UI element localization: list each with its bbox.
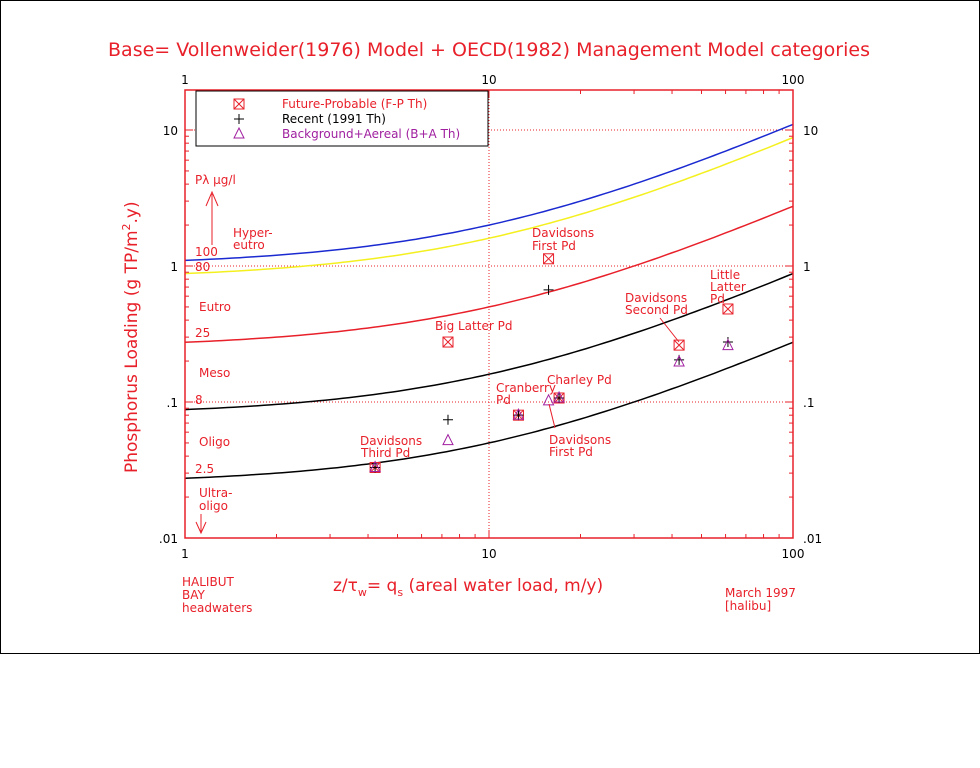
future-probable-marker bbox=[722, 303, 734, 315]
chart-title: Base= Vollenweider(1976) Model + OECD(19… bbox=[108, 39, 870, 61]
background-marker bbox=[722, 338, 734, 351]
annotation-davidsons-first-bottom: Davidsons bbox=[549, 433, 611, 447]
curve-label-2.5: 2.5 bbox=[195, 462, 214, 476]
future-probable-marker bbox=[233, 98, 245, 110]
curve-p-2.5 bbox=[184, 341, 794, 480]
site-name: HALIBUT bbox=[182, 575, 234, 589]
data-points bbox=[369, 253, 734, 473]
annotation-little-latter: Little bbox=[710, 268, 740, 282]
legend-label: Future-Probable (F-P Th) bbox=[282, 97, 427, 111]
x-tick-label: 10 bbox=[481, 547, 496, 561]
arrow-down-icon bbox=[195, 521, 207, 535]
arrow-up-icon bbox=[205, 190, 219, 207]
annotation-davidsons-second: Davidsons bbox=[625, 291, 687, 305]
y-right-tick-label: .01 bbox=[803, 532, 822, 546]
curve-label-8: 8 bbox=[195, 393, 203, 407]
annotation-cranberry: Cranberry bbox=[496, 381, 556, 395]
zone-eutro: Eutro bbox=[199, 300, 231, 314]
annotation-davidsons-third: Third Pd bbox=[360, 446, 410, 460]
y-right-tick-label: 10 bbox=[803, 124, 818, 138]
legend-label: Background+Aereal (B+A Th) bbox=[282, 127, 460, 141]
legend-label: Recent (1991 Th) bbox=[282, 112, 386, 126]
site-name: BAY bbox=[182, 588, 206, 602]
annotation-little-latter: Latter bbox=[710, 280, 746, 294]
p-unit-label: Pλ µg/l bbox=[195, 173, 236, 187]
site-name: headwaters bbox=[182, 601, 252, 615]
annotation-big-latter: Big Latter Pd bbox=[435, 319, 512, 333]
annotation-davidsons-third: Davidsons bbox=[360, 434, 422, 448]
curve-p-25 bbox=[184, 205, 794, 344]
y-tick-label: 10 bbox=[163, 124, 178, 138]
annotation-little-latter: Pd bbox=[710, 292, 725, 306]
axes bbox=[184, 89, 794, 539]
x-top-tick-label: 100 bbox=[782, 73, 805, 87]
zone-meso: Meso bbox=[199, 366, 230, 380]
y-right-tick-label: .1 bbox=[803, 396, 814, 410]
recent-marker bbox=[543, 284, 554, 295]
zone-ultraoligo: Ultra- bbox=[199, 486, 232, 500]
annotation-davidsons-first: Davidsons bbox=[532, 226, 594, 240]
leader-line bbox=[548, 403, 556, 429]
zone-hypereutro: eutro bbox=[233, 238, 265, 252]
chart-date: March 1997 bbox=[725, 586, 796, 600]
background-marker bbox=[512, 408, 525, 420]
background-marker bbox=[673, 354, 685, 367]
plot-frame bbox=[184, 89, 794, 539]
future-probable-marker bbox=[543, 253, 554, 265]
y-tick-label: 1 bbox=[170, 260, 178, 274]
background-marker bbox=[442, 433, 454, 446]
y-tick-label: .01 bbox=[159, 532, 178, 546]
footer: HALIBUT BAY headwaters March 1997 [halib… bbox=[182, 575, 796, 615]
trophic-zone-labels: Pλ µg/l Hyper- eutro 100 80 Eutro 25 Mes… bbox=[195, 173, 273, 535]
recent-marker bbox=[234, 114, 244, 124]
x-axis-label: z/τw= qs (areal water load, m/y) bbox=[333, 576, 603, 599]
y-right-tick-label: 1 bbox=[803, 260, 811, 274]
x-top-tick-label: 1 bbox=[181, 73, 189, 87]
annotation-davidsons-second: Second Pd bbox=[625, 303, 688, 317]
zone-ultraoligo: oligo bbox=[199, 499, 228, 513]
leader-line bbox=[659, 317, 680, 343]
future-probable-marker bbox=[442, 336, 454, 348]
model-curves bbox=[184, 123, 794, 480]
site-annotations: Davidsons First Pd Little Latter Pd Davi… bbox=[360, 226, 746, 460]
background-marker bbox=[542, 393, 555, 406]
annotation-charley: Charley Pd bbox=[547, 373, 612, 387]
x-tick-label: 100 bbox=[782, 547, 805, 561]
y-axis-label: Phosphorus Loading (g TP/m2.y) bbox=[120, 201, 142, 473]
x-tick-label: 1 bbox=[181, 547, 189, 561]
chart-code: [halibu] bbox=[725, 599, 771, 613]
annotation-cranberry: Pd bbox=[496, 393, 511, 407]
background-marker bbox=[369, 460, 381, 472]
zone-oligo: Oligo bbox=[199, 435, 230, 449]
future-probable-marker bbox=[442, 336, 454, 348]
curve-label-100: 100 bbox=[195, 245, 218, 259]
zone-hypereutro: Hyper- bbox=[233, 226, 273, 240]
future-probable-marker bbox=[543, 253, 555, 265]
future-probable-marker bbox=[673, 339, 685, 351]
gridlines bbox=[185, 90, 793, 538]
curve-p-8 bbox=[184, 272, 794, 411]
future-probable-marker bbox=[233, 98, 245, 110]
annotation-davidsons-first-bottom: First Pd bbox=[549, 445, 593, 459]
curve-p-100 bbox=[184, 123, 794, 262]
curve-label-25: 25 bbox=[195, 326, 210, 340]
future-probable-marker bbox=[722, 303, 734, 315]
curve-p-80 bbox=[184, 136, 794, 275]
y-tick-label: .1 bbox=[167, 396, 178, 410]
future-probable-marker bbox=[673, 339, 685, 351]
legend: Future-Probable (F-P Th) Recent (1991 Th… bbox=[195, 90, 489, 147]
background-marker bbox=[553, 390, 565, 403]
background-marker bbox=[233, 126, 245, 139]
recent-marker bbox=[442, 414, 453, 425]
annotation-davidsons-first: First Pd bbox=[532, 239, 576, 253]
curve-label-80: 80 bbox=[195, 260, 210, 274]
x-top-tick-label: 10 bbox=[481, 73, 496, 87]
